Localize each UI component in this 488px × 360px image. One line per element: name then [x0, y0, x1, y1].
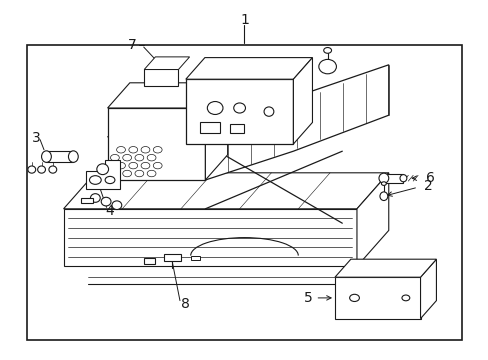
Ellipse shape	[399, 175, 406, 182]
Text: 8: 8	[181, 297, 190, 311]
Polygon shape	[205, 83, 227, 180]
Ellipse shape	[122, 154, 131, 161]
Ellipse shape	[97, 164, 108, 175]
Ellipse shape	[141, 147, 149, 153]
Polygon shape	[85, 160, 120, 189]
Text: 5: 5	[303, 291, 312, 305]
Polygon shape	[356, 173, 388, 266]
Bar	[144, 69, 178, 86]
Bar	[163, 254, 181, 261]
Ellipse shape	[318, 59, 336, 74]
Ellipse shape	[135, 154, 143, 161]
Ellipse shape	[207, 102, 223, 114]
Polygon shape	[63, 173, 388, 209]
Polygon shape	[107, 83, 227, 108]
Ellipse shape	[381, 182, 386, 185]
Ellipse shape	[122, 170, 131, 177]
Polygon shape	[185, 79, 293, 144]
Ellipse shape	[147, 170, 156, 177]
Ellipse shape	[38, 166, 45, 173]
Ellipse shape	[141, 162, 149, 169]
Ellipse shape	[349, 294, 359, 301]
Polygon shape	[107, 108, 205, 180]
Ellipse shape	[135, 170, 143, 177]
Bar	[229, 124, 244, 133]
Ellipse shape	[401, 295, 409, 301]
Bar	[200, 122, 220, 133]
Ellipse shape	[379, 192, 387, 201]
Polygon shape	[383, 174, 403, 183]
Ellipse shape	[264, 107, 273, 116]
Bar	[27, 45, 461, 340]
Ellipse shape	[28, 166, 36, 173]
Ellipse shape	[153, 147, 162, 153]
Text: 2: 2	[424, 179, 432, 193]
Polygon shape	[293, 58, 312, 144]
Bar	[334, 277, 420, 319]
Ellipse shape	[112, 201, 122, 210]
Polygon shape	[46, 151, 73, 162]
Polygon shape	[63, 209, 356, 266]
Polygon shape	[190, 256, 200, 260]
Ellipse shape	[110, 170, 119, 177]
Ellipse shape	[117, 147, 125, 153]
Ellipse shape	[110, 154, 119, 161]
Ellipse shape	[147, 154, 156, 161]
Ellipse shape	[129, 147, 138, 153]
Ellipse shape	[129, 162, 138, 169]
Ellipse shape	[68, 151, 78, 162]
Ellipse shape	[89, 176, 101, 184]
Ellipse shape	[378, 173, 388, 183]
Polygon shape	[205, 65, 388, 180]
Text: 4: 4	[105, 204, 114, 217]
Text: 3: 3	[32, 131, 41, 144]
Polygon shape	[185, 58, 312, 79]
Ellipse shape	[49, 166, 57, 173]
Polygon shape	[334, 259, 436, 277]
Ellipse shape	[105, 176, 115, 184]
Ellipse shape	[41, 151, 51, 162]
Text: 6: 6	[425, 171, 434, 185]
Polygon shape	[420, 259, 436, 319]
Ellipse shape	[323, 48, 331, 53]
Bar	[144, 258, 155, 264]
Ellipse shape	[233, 103, 245, 113]
Ellipse shape	[117, 162, 125, 169]
Ellipse shape	[153, 162, 162, 169]
Polygon shape	[144, 57, 189, 69]
Text: 1: 1	[240, 13, 248, 27]
Text: 7: 7	[127, 38, 136, 52]
Ellipse shape	[101, 197, 111, 206]
Ellipse shape	[90, 194, 100, 202]
Bar	[81, 198, 93, 203]
